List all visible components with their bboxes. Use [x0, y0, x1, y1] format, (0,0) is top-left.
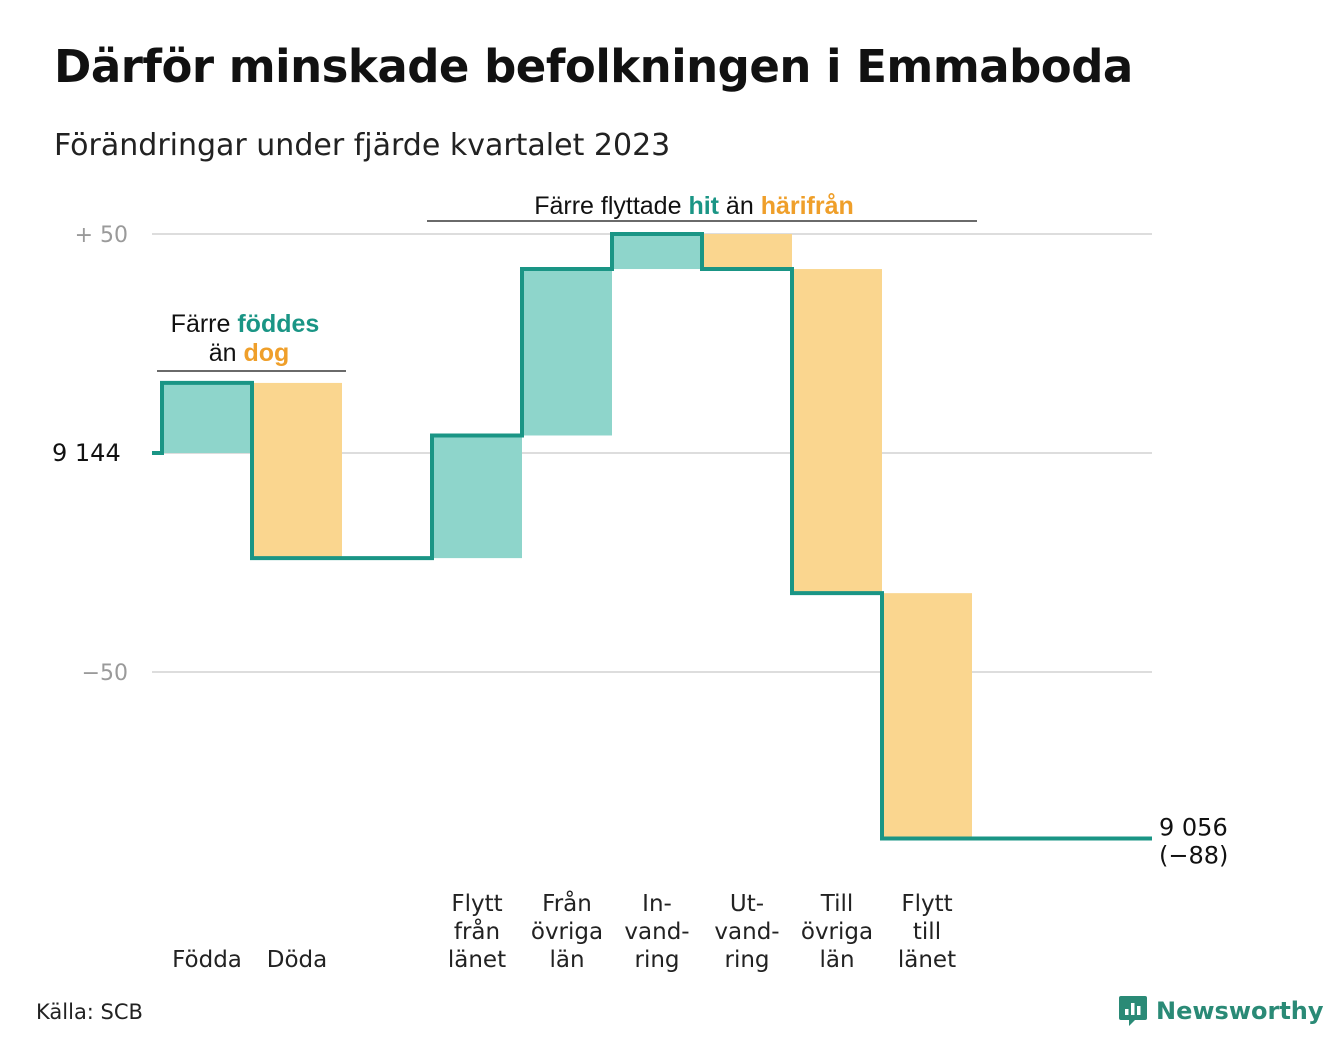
annotation-highlight-in: hit [688, 192, 719, 220]
category-label-line: vand- [714, 919, 779, 945]
brand-name: Newsworthy [1156, 997, 1324, 1025]
category-label-line: Döda [267, 947, 327, 973]
category-label-line: län [549, 947, 584, 973]
y-tick-label: + 50 [75, 223, 128, 248]
annotation-text: Färre [171, 310, 238, 338]
category-label-line: In- [642, 891, 672, 917]
category-label: Födda [172, 947, 242, 973]
start-value-label: 9 144 [52, 439, 121, 467]
end-value-label: 9 056 [1159, 813, 1228, 841]
decrease-bar [702, 234, 792, 270]
annotation-text: än [719, 192, 761, 220]
category-label-line: från [454, 917, 500, 945]
category-label-line: Flytt [451, 891, 502, 917]
increase-bar [612, 234, 702, 270]
category-label-line: länet [898, 947, 956, 973]
brand-logo: Newsworthy [1118, 994, 1324, 1028]
newsworthy-logo-icon [1119, 996, 1147, 1026]
chart-title: Därför minskade befolkningen i Emmaboda [54, 40, 1133, 93]
category-label-line: länet [448, 947, 506, 973]
decrease-bar [792, 269, 882, 594]
annotation-highlight-deaths: dog [243, 339, 289, 367]
category-label-line: ring [634, 947, 679, 973]
category-label-line: till [913, 919, 941, 945]
y-tick-label: −50 [82, 661, 128, 686]
category-label-line: Födda [172, 947, 242, 973]
category-label: Ut-vand-ring [714, 891, 779, 973]
annotation-highlight-out: härifrån [761, 192, 854, 220]
category-label-line: ring [724, 947, 769, 973]
category-label-line: län [819, 947, 854, 973]
category-label: Flytt till länet [898, 891, 956, 973]
category-label: Till övriga län [801, 891, 873, 973]
category-label-line: övriga [801, 919, 873, 945]
cumulative-step-line [152, 232, 1152, 841]
category-label-line: Till [820, 891, 854, 917]
annotation-highlight-births: föddes [237, 310, 319, 338]
annotation-migration: Färre flyttade hit än härifrån [534, 192, 854, 220]
category-label-line: Flytt [901, 891, 952, 917]
category-label-line: vand- [624, 919, 689, 945]
category-label: Döda [267, 947, 327, 973]
annotation-births-deaths-line2: än dog [209, 339, 290, 367]
increase-bar [432, 435, 522, 559]
category-label-line: övriga [531, 919, 603, 945]
annotation-text: än [209, 339, 244, 367]
category-label: In-vand-ring [624, 891, 689, 973]
decrease-bar [252, 382, 342, 559]
category-label-line: Från [542, 889, 592, 917]
increase-bar [162, 382, 252, 453]
chart-subtitle: Förändringar under fjärde kvartalet 2023 [54, 128, 671, 163]
end-change-label: (−88) [1159, 841, 1228, 869]
category-label: Flytt från länet [448, 891, 506, 973]
category-label: Från övriga län [531, 889, 603, 973]
source-note: Källa: SCB [36, 1000, 143, 1024]
increase-bar [522, 269, 612, 436]
decrease-bar [882, 593, 972, 839]
annotation-births-deaths-line1: Färre föddes [171, 310, 320, 338]
category-label-line: Ut- [730, 891, 764, 917]
annotation-text: Färre flyttade [534, 192, 688, 220]
